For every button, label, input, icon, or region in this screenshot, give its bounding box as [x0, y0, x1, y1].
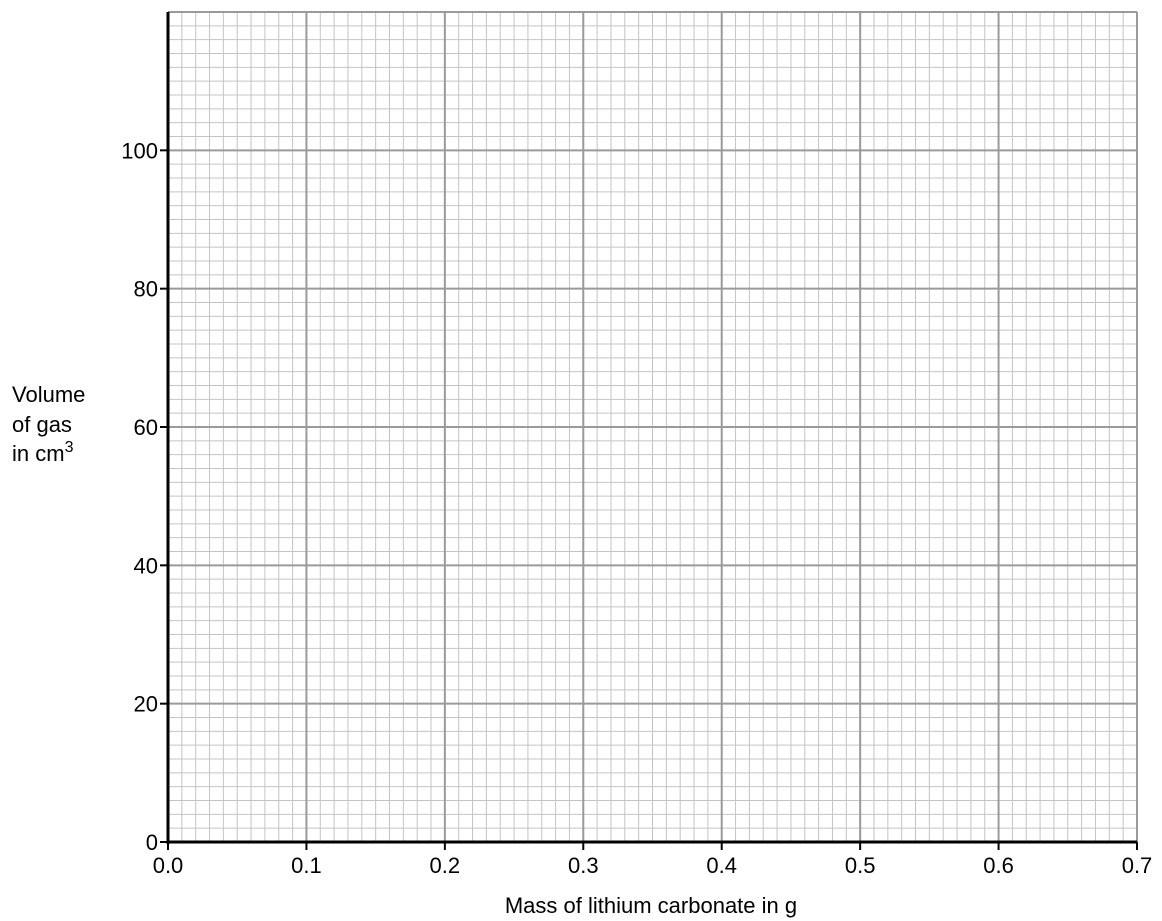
x-axis-title: Mass of lithium carbonate in g: [505, 893, 797, 918]
y-tick-label: 60: [134, 415, 158, 440]
x-tick-label: 0.1: [291, 853, 322, 878]
y-axis-title-line-1: Volume: [12, 382, 85, 407]
y-tick-label: 80: [134, 277, 158, 302]
x-tick-label: 0.3: [568, 853, 599, 878]
x-tick-label: 0.6: [983, 853, 1014, 878]
x-tick-label: 0.2: [430, 853, 461, 878]
y-tick-labels: 0 20 40 60 80 100: [121, 138, 168, 855]
x-tick-labels: 0.0 0.1 0.2 0.3 0.4 0.5 0.6 0.7: [153, 842, 1153, 878]
x-tick-label: 0.5: [845, 853, 876, 878]
x-tick-label: 0.4: [706, 853, 737, 878]
y-tick-label: 100: [121, 138, 158, 163]
y-tick-label: 20: [134, 692, 158, 717]
x-tick-label: 0.7: [1122, 853, 1153, 878]
major-grid: [168, 11, 1138, 842]
y-axis-title: Volume of gas in cm3: [12, 382, 85, 466]
y-tick-label: 40: [134, 553, 158, 578]
x-tick-label: 0.0: [153, 853, 184, 878]
y-axis-title-superscript: 3: [65, 439, 74, 456]
y-axis-title-line-2: of gas: [12, 412, 72, 437]
y-tick-label: 0: [146, 830, 158, 855]
y-axis-title-unit: in cm: [12, 441, 65, 466]
y-axis-title-line-3: in cm3: [12, 439, 74, 466]
